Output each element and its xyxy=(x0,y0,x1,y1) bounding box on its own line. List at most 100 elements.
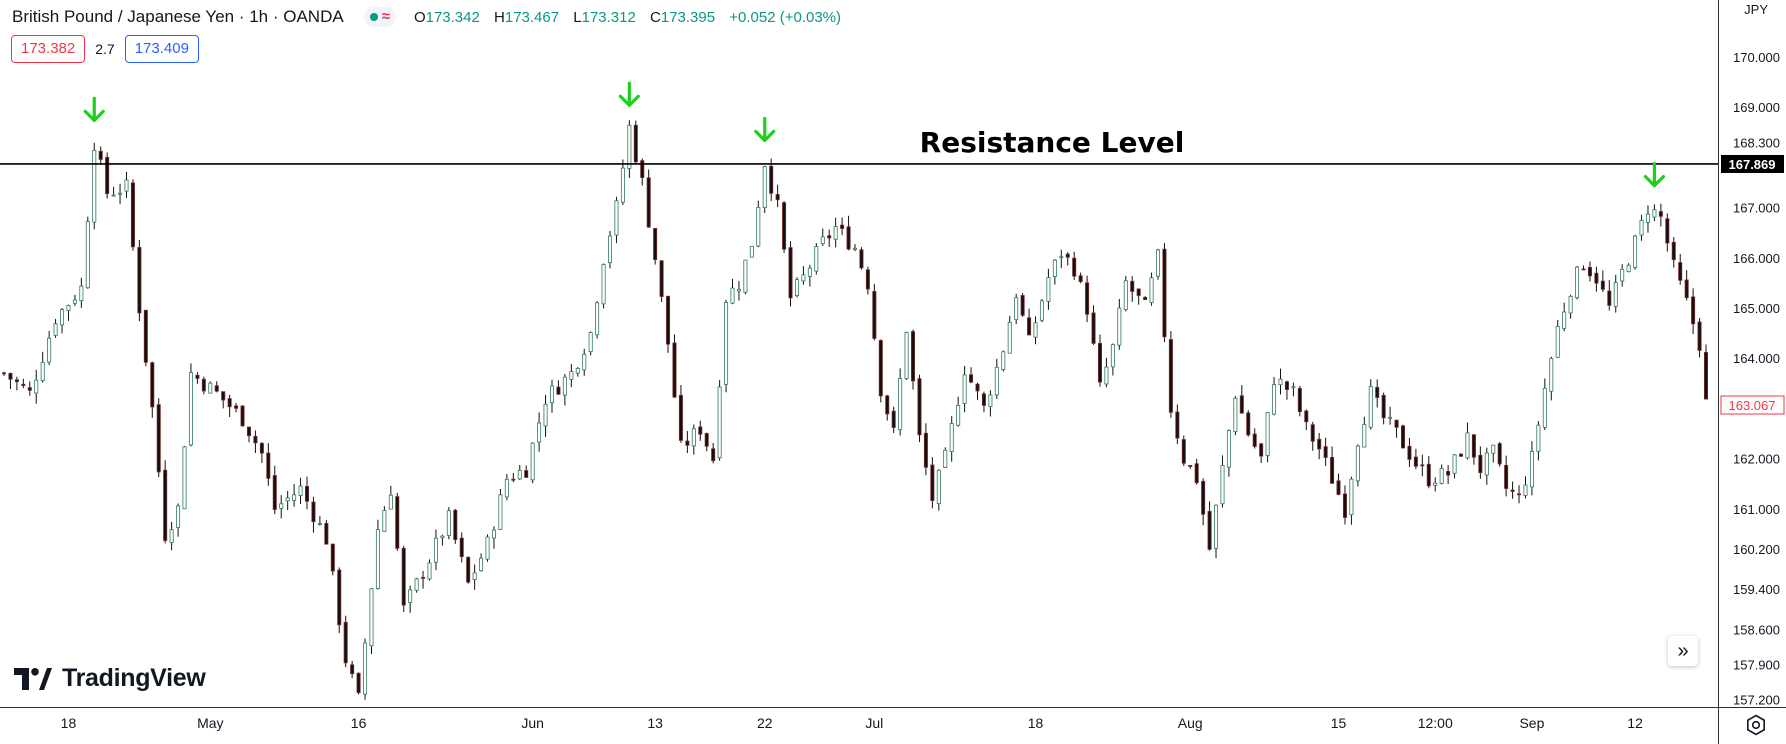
candle-body xyxy=(711,448,716,462)
arrow-head xyxy=(83,109,105,122)
candle-body xyxy=(1491,444,1496,454)
candle-body xyxy=(988,394,993,407)
candle xyxy=(472,564,477,590)
time-axis[interactable]: 18 May 16 Jun 13 22 Jul 18 Aug 15 12:00 Sep 12 xyxy=(61,715,1643,731)
candle-body xyxy=(143,309,148,363)
resistance-label: Resistance Level xyxy=(920,126,1185,159)
double-chevron-right-icon: » xyxy=(1677,639,1689,662)
candle-body xyxy=(1304,410,1309,423)
candle-body xyxy=(1175,411,1180,439)
candle-body xyxy=(163,469,168,541)
candle-body xyxy=(1400,425,1405,449)
candle xyxy=(1039,299,1044,323)
candle-body xyxy=(330,543,335,572)
candle-body xyxy=(356,672,361,694)
candle-body xyxy=(85,221,90,289)
y-tick-label: 157.200 xyxy=(1733,693,1780,708)
candle-body xyxy=(176,505,181,528)
candle-body xyxy=(1136,288,1141,296)
candle xyxy=(14,376,19,391)
candle xyxy=(1658,203,1663,227)
scroll-to-realtime-button[interactable]: » xyxy=(1668,636,1698,666)
candle-body xyxy=(395,496,400,549)
candle-body xyxy=(375,529,380,589)
candle-body xyxy=(1665,218,1670,244)
candle-body xyxy=(1110,344,1115,368)
candle-body xyxy=(1297,388,1302,413)
currency-label[interactable]: JPY xyxy=(1744,2,1768,17)
gear-icon[interactable] xyxy=(1745,714,1767,736)
candle-body xyxy=(1059,256,1064,259)
candle-body xyxy=(1439,468,1444,484)
candle-body xyxy=(1239,395,1244,414)
candle xyxy=(1536,421,1541,461)
candle xyxy=(1626,263,1631,273)
symbol-title[interactable]: British Pound / Japanese Yen · 1h · OAND… xyxy=(12,7,344,26)
candle xyxy=(1336,473,1341,496)
candle xyxy=(1272,377,1277,416)
candle-body xyxy=(40,361,45,381)
candle-body xyxy=(833,226,838,240)
candle xyxy=(1465,422,1470,460)
buy-button[interactable]: 173.409 xyxy=(124,35,199,63)
candle-body xyxy=(1652,209,1657,218)
tradingview-logo[interactable]: TradingView xyxy=(14,664,206,693)
candle-body xyxy=(1678,262,1683,281)
candle-body xyxy=(350,664,355,675)
candle xyxy=(1110,343,1115,376)
candle xyxy=(1633,234,1638,270)
candle xyxy=(27,381,32,396)
candle-body xyxy=(1555,326,1560,358)
last-price-tag: 163.067 xyxy=(1720,395,1785,415)
candle xyxy=(814,243,819,275)
candle-body xyxy=(788,247,793,299)
candle xyxy=(130,179,135,251)
x-tick-label: May xyxy=(197,715,223,731)
last-price-tag-bg xyxy=(1720,395,1785,415)
candle xyxy=(1594,266,1599,292)
resistance-price-tag-bg xyxy=(1721,154,1784,173)
candle-body xyxy=(472,572,477,581)
candle xyxy=(1529,441,1534,496)
candle-body xyxy=(118,192,123,195)
candle-body xyxy=(736,288,741,292)
candle xyxy=(601,263,606,309)
candle-body xyxy=(575,368,580,374)
candle-body xyxy=(1362,424,1367,448)
price-axis[interactable]: 170.000 169.000 168.300 167.000 166.000 165.0… xyxy=(1733,50,1780,708)
candle-body xyxy=(949,423,954,452)
candle xyxy=(794,277,799,298)
status-pill[interactable]: ≈ xyxy=(363,7,396,27)
candle xyxy=(698,420,703,441)
candle xyxy=(427,559,432,581)
candle xyxy=(614,196,619,244)
candle-body xyxy=(1317,438,1322,450)
candlestick-series xyxy=(2,120,1709,700)
candle-body xyxy=(1272,384,1277,415)
candle xyxy=(1575,265,1580,300)
candle-body xyxy=(911,331,916,382)
candle-body xyxy=(794,279,799,296)
candle-body xyxy=(105,157,110,195)
candle-body xyxy=(807,267,812,277)
candle xyxy=(21,378,26,389)
candle-body xyxy=(337,569,342,626)
candle xyxy=(60,307,65,334)
candle-body xyxy=(601,264,606,305)
candle xyxy=(195,372,200,384)
candle xyxy=(936,469,941,511)
change-value: +0.052 (+0.03%) xyxy=(729,8,842,26)
candle xyxy=(1517,485,1522,504)
candle xyxy=(156,398,161,478)
y-tick-label: 161.000 xyxy=(1733,502,1780,517)
candle-body xyxy=(859,249,864,269)
candle xyxy=(1226,429,1231,477)
candle xyxy=(272,465,277,515)
spread-value: 2.7 xyxy=(95,41,115,57)
candle xyxy=(1014,293,1019,325)
candle xyxy=(163,460,168,544)
sell-button[interactable]: 173.382 xyxy=(11,35,86,63)
candle xyxy=(337,567,342,633)
candle xyxy=(672,334,677,399)
